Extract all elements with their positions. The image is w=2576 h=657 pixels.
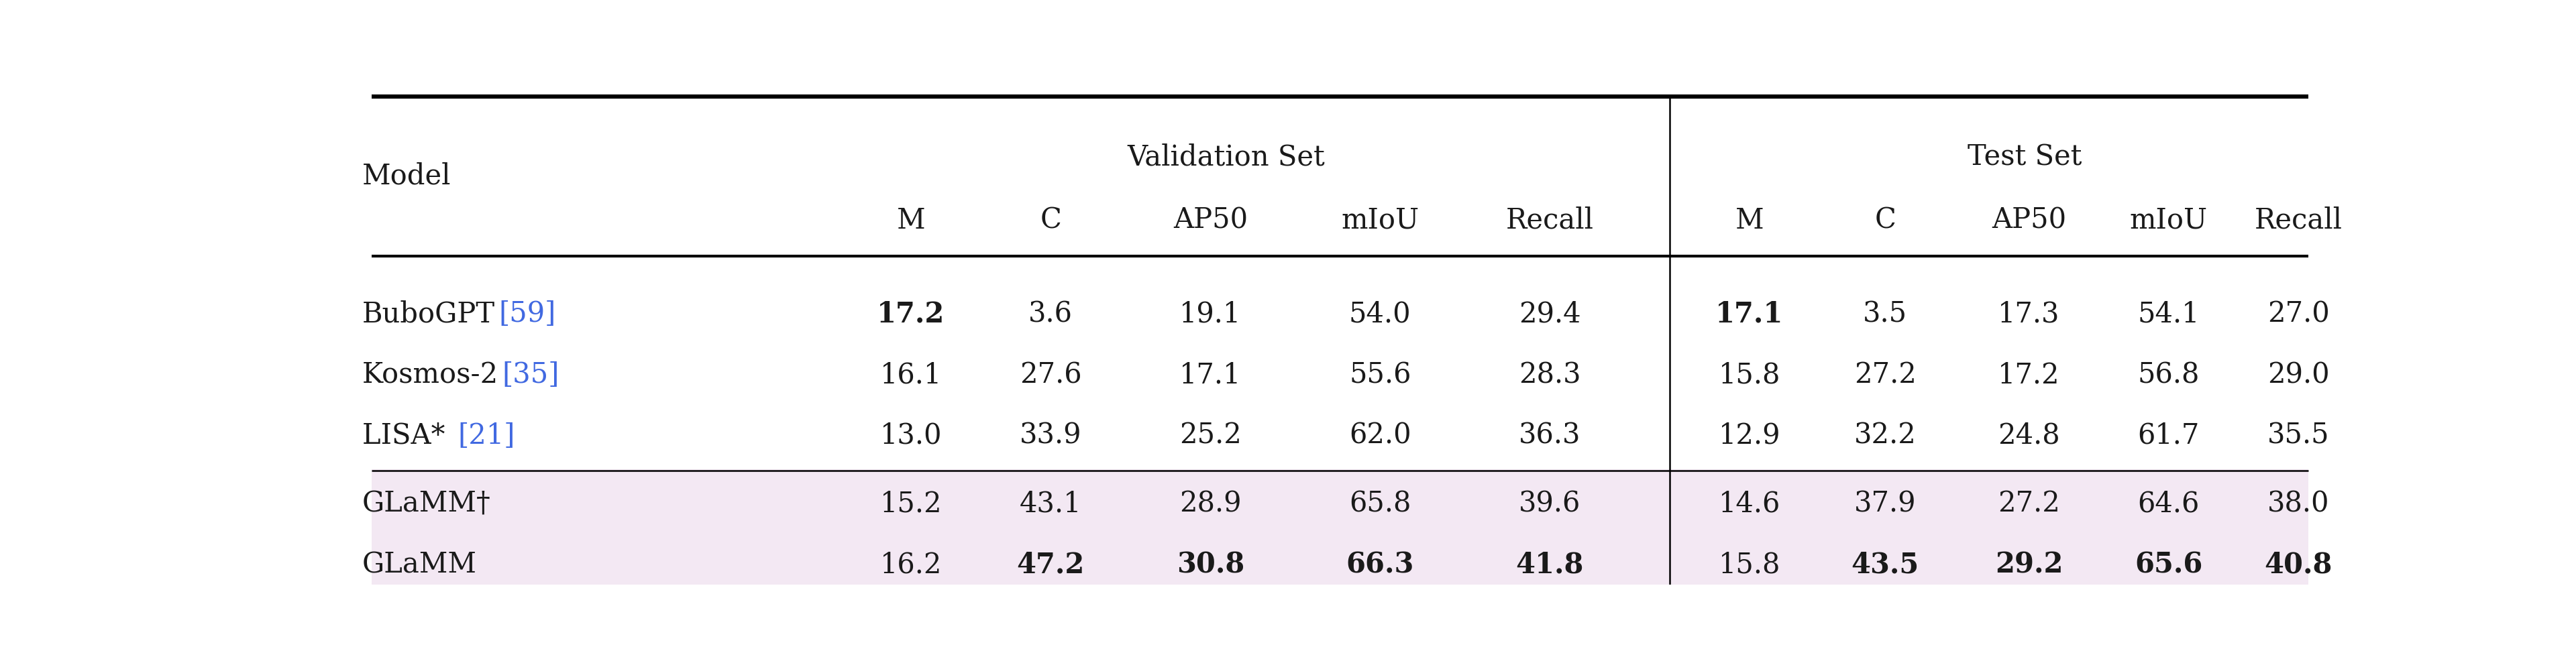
Text: Test Set: Test Set xyxy=(1968,143,2081,171)
Text: 36.3: 36.3 xyxy=(1520,421,1582,449)
Text: 64.6: 64.6 xyxy=(2138,489,2200,518)
Text: 14.6: 14.6 xyxy=(1718,489,1780,518)
Text: 15.8: 15.8 xyxy=(1718,361,1780,389)
Text: 15.2: 15.2 xyxy=(881,489,943,518)
Text: C: C xyxy=(1041,206,1061,235)
Text: 29.0: 29.0 xyxy=(2267,361,2329,389)
Text: GLaMM†: GLaMM† xyxy=(361,489,489,518)
Text: M: M xyxy=(896,206,925,235)
Text: 35.5: 35.5 xyxy=(2267,421,2329,449)
Text: 37.9: 37.9 xyxy=(1855,489,1917,518)
Text: 29.2: 29.2 xyxy=(1994,551,2063,579)
Text: 17.1: 17.1 xyxy=(1716,300,1783,328)
Text: 17.3: 17.3 xyxy=(1999,300,2061,328)
Text: Validation Set: Validation Set xyxy=(1128,143,1324,171)
Text: 12.9: 12.9 xyxy=(1718,421,1780,449)
Text: AP50: AP50 xyxy=(1172,206,1247,235)
Text: GLaMM: GLaMM xyxy=(361,551,477,579)
Text: 40.8: 40.8 xyxy=(2264,551,2331,579)
Text: Recall: Recall xyxy=(1507,206,1595,235)
Bar xyxy=(371,469,2308,599)
Text: M: M xyxy=(1736,206,1765,235)
Text: 32.2: 32.2 xyxy=(1855,421,1917,449)
Text: 43.1: 43.1 xyxy=(1020,489,1082,518)
Text: 41.8: 41.8 xyxy=(1515,551,1584,579)
Text: 17.2: 17.2 xyxy=(876,300,945,328)
Text: 33.9: 33.9 xyxy=(1020,421,1082,449)
Text: 27.0: 27.0 xyxy=(2267,300,2329,328)
Text: 38.0: 38.0 xyxy=(2267,489,2329,518)
Text: 17.2: 17.2 xyxy=(1999,361,2061,389)
Text: 56.8: 56.8 xyxy=(2138,361,2200,389)
Text: 3.6: 3.6 xyxy=(1028,300,1072,328)
Text: Recall: Recall xyxy=(2254,206,2342,235)
Text: 19.1: 19.1 xyxy=(1180,300,1242,328)
Text: 16.2: 16.2 xyxy=(881,551,943,579)
Text: 17.1: 17.1 xyxy=(1180,361,1242,389)
Text: BuboGPT: BuboGPT xyxy=(361,300,495,328)
Text: 27.2: 27.2 xyxy=(1999,489,2061,518)
Text: 62.0: 62.0 xyxy=(1350,421,1412,449)
Text: [35]: [35] xyxy=(502,361,559,389)
Text: 15.8: 15.8 xyxy=(1718,551,1780,579)
Text: [59]: [59] xyxy=(500,300,556,328)
Text: AP50: AP50 xyxy=(1991,206,2066,235)
Text: 28.9: 28.9 xyxy=(1180,489,1242,518)
Text: 25.2: 25.2 xyxy=(1180,421,1242,449)
Text: 47.2: 47.2 xyxy=(1018,551,1084,579)
Text: 66.3: 66.3 xyxy=(1347,551,1414,579)
Text: 65.8: 65.8 xyxy=(1350,489,1412,518)
Text: 30.8: 30.8 xyxy=(1177,551,1244,579)
Text: 61.7: 61.7 xyxy=(2138,421,2200,449)
Text: 54.0: 54.0 xyxy=(1350,300,1412,328)
Text: Kosmos-2: Kosmos-2 xyxy=(361,361,497,389)
Text: 16.1: 16.1 xyxy=(881,361,943,389)
Text: 13.0: 13.0 xyxy=(881,421,943,449)
Text: 29.4: 29.4 xyxy=(1520,300,1582,328)
Text: 28.3: 28.3 xyxy=(1520,361,1582,389)
Text: LISA*: LISA* xyxy=(361,421,453,449)
Text: 24.8: 24.8 xyxy=(1999,421,2061,449)
Text: 43.5: 43.5 xyxy=(1852,551,1919,579)
Text: 39.6: 39.6 xyxy=(1520,489,1582,518)
Text: C: C xyxy=(1875,206,1896,235)
Text: [21]: [21] xyxy=(459,421,515,449)
Text: 54.1: 54.1 xyxy=(2138,300,2200,328)
Text: 3.5: 3.5 xyxy=(1862,300,1906,328)
Text: 27.6: 27.6 xyxy=(1020,361,1082,389)
Text: mIoU: mIoU xyxy=(1342,206,1419,235)
Text: mIoU: mIoU xyxy=(2130,206,2208,235)
Text: 27.2: 27.2 xyxy=(1855,361,1917,389)
Text: Model: Model xyxy=(361,162,451,191)
Text: 65.6: 65.6 xyxy=(2136,551,2202,579)
Text: 55.6: 55.6 xyxy=(1350,361,1412,389)
